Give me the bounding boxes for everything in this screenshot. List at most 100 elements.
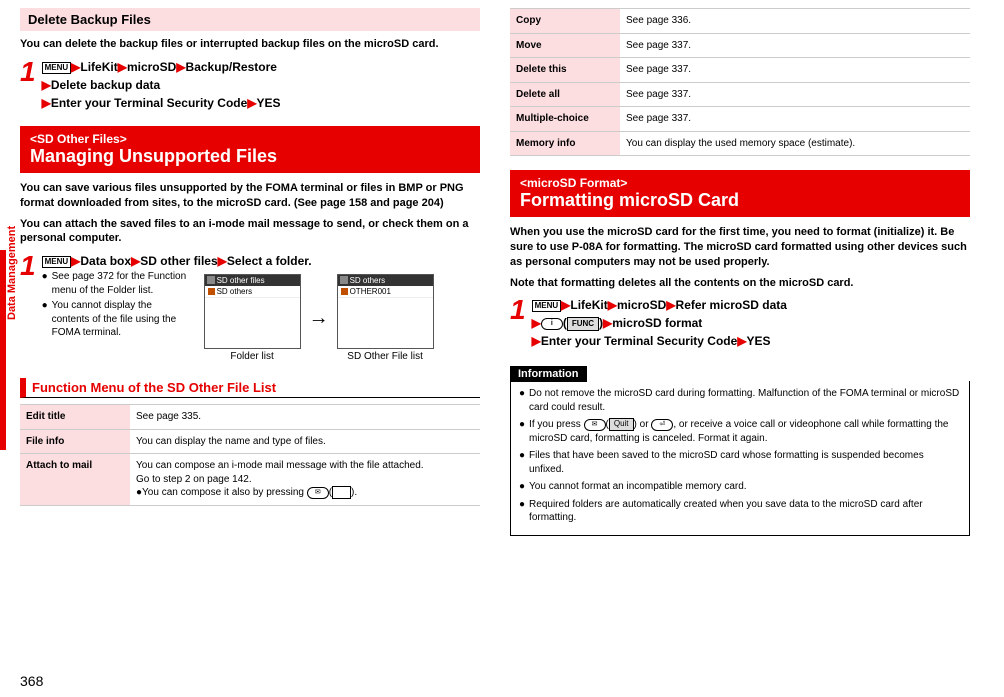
table-label: Delete all [510,82,620,107]
arrow-icon: ▶ [71,254,80,268]
step-number: 1 [20,252,36,280]
info-text: You cannot format an incompatible memory… [529,480,747,494]
table-desc: You can compose an i-mode mail message w… [130,454,480,506]
arrow-icon: ▶ [532,334,541,348]
info-text: Do not remove the microSD card during fo… [529,387,961,414]
softkey-blank-icon [332,486,351,499]
end-key-icon: ⏎ [651,419,673,431]
page-body: Delete Backup Files You can delete the b… [0,0,1004,566]
arrow-icon: ▶ [42,96,51,110]
arrow-icon: ▶ [218,254,227,268]
ir-key-icon: i [541,318,563,330]
bullet-icon: ● [519,498,525,525]
nav-microsd-format: microSD format [612,316,702,330]
table-label: Attach to mail [20,454,130,506]
arrow-icon: ▶ [118,60,127,74]
screen-illustrations: SD other files SD others Folder list → S… [204,270,434,368]
table-label: Multiple-choice [510,107,620,132]
arrow-icon: ▶ [176,60,185,74]
table-label: File info [20,429,130,454]
nav-sd-other-files: SD other files [140,254,217,268]
delete-backup-step1: 1 MENU▶LifeKit▶microSD▶Backup/Restore ▶D… [20,58,480,112]
sd-other-para2: You can attach the saved files to an i-m… [20,217,480,247]
mail-key-icon: ✉ [307,487,329,499]
page-number: 368 [20,673,43,689]
nav-backup-restore: Backup/Restore [186,60,277,74]
nav-data-box: Data box [80,254,131,268]
section-title: Formatting microSD Card [520,190,960,211]
function-menu-header: Function Menu of the SD Other File List [20,378,480,398]
nav-microsd: microSD [617,298,666,312]
table-row: Memory infoYou can display the used memo… [510,131,970,156]
arrow-icon: ▶ [666,298,675,312]
right-column: CopySee page 336. MoveSee page 337. Dele… [510,8,970,536]
table-desc: See page 337. [620,33,970,58]
step-number: 1 [20,58,36,86]
delete-backup-intro: You can delete the backup files or inter… [20,37,480,52]
arrow-icon: ▶ [603,316,612,330]
nav-delete-backup-data: Delete backup data [51,78,160,92]
bullet-icon: ● [42,299,48,340]
screen-folder-list: SD other files SD others Folder list [204,274,301,362]
table-label: Memory info [510,131,620,156]
info-text-mid: or [637,419,651,430]
table-row: File info You can display the name and t… [20,429,480,454]
table-label: Move [510,33,620,58]
section-header-delete-backup: Delete Backup Files [20,8,480,31]
screen-caption: SD Other File list [337,351,434,362]
screen-title: SD others [350,276,386,285]
table-desc: See page 336. [620,9,970,34]
mail-key-icon: ✉ [584,419,606,431]
step-content: MENU▶Data box▶SD other files▶Select a fo… [42,252,480,270]
bullet-icon: ● [42,270,48,297]
folder-icon [208,288,215,295]
table-label: Copy [510,9,620,34]
section-subtitle: <microSD Format> [520,176,960,190]
table-desc: See page 337. [620,107,970,132]
information-section: Information ● Do not remove the microSD c… [510,356,970,536]
arrow-icon: ▶ [131,254,140,268]
step-notes: ●See page 372 for the Function menu of t… [42,270,192,342]
table-desc: You can display the name and type of fil… [130,429,480,454]
sd-other-para1: You can save various files unsupported b… [20,181,480,211]
nav-yes: YES [257,96,281,110]
screen-row-text: OTHER001 [350,287,391,296]
desc-extra: You can compose it also by pressing [142,487,307,498]
format-para1: When you use the microSD card for the fi… [510,225,970,270]
section-title: Managing Unsupported Files [30,146,470,167]
function-menu-table-continued: CopySee page 336. MoveSee page 337. Dele… [510,8,970,156]
sd-other-step1: 1 MENU▶Data box▶SD other files▶Select a … [20,252,480,368]
format-step1: 1 MENU▶LifeKit▶microSD▶Refer microSD dat… [510,296,970,350]
table-row: Attach to mail You can compose an i-mode… [20,454,480,506]
signal-icon [340,276,348,284]
func-softkey-icon: FUNC [567,317,599,331]
quit-softkey-icon: Quit [609,418,634,431]
note-text: See page 372 for the Function menu of th… [52,270,192,297]
screen-caption: Folder list [204,351,301,362]
section-header-sd-other-files: <SD Other Files> Managing Unsupported Fi… [20,126,480,173]
nav-yes: YES [747,334,771,348]
step-content: MENU▶LifeKit▶microSD▶Refer microSD data … [532,296,787,350]
table-row: Multiple-choiceSee page 337. [510,107,970,132]
arrow-icon: → [309,307,329,330]
signal-icon [207,276,215,284]
table-row: MoveSee page 337. [510,33,970,58]
table-label: Delete this [510,58,620,83]
table-desc: You can display the used memory space (e… [620,131,970,156]
left-column: Delete Backup Files You can delete the b… [20,8,480,536]
section-subtitle: <SD Other Files> [30,132,470,146]
nav-microsd: microSD [127,60,176,74]
nav-refer-microsd: Refer microSD data [676,298,787,312]
arrow-icon: ▶ [532,316,541,330]
side-tab-label: Data Management [6,226,18,320]
desc-main: You can compose an i-mode mail message w… [136,460,424,485]
arrow-icon: ▶ [737,334,746,348]
nav-security-code: Enter your Terminal Security Code [541,334,738,348]
screen-title: SD other files [217,276,265,285]
arrow-icon: ▶ [42,78,51,92]
table-desc: See page 337. [620,82,970,107]
information-header: Information [510,366,587,382]
bullet-icon: ● [519,480,525,494]
table-desc: See page 335. [130,405,480,430]
format-para2: Note that formatting deletes all the con… [510,276,970,291]
